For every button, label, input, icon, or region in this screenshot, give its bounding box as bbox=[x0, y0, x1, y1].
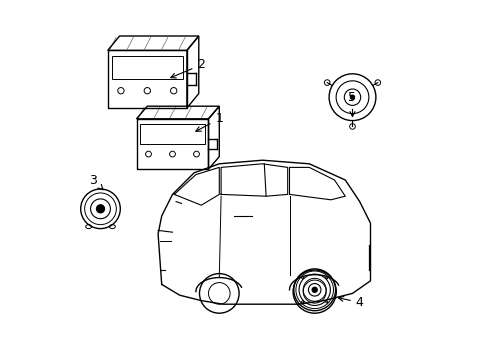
Text: 3: 3 bbox=[89, 174, 103, 190]
Circle shape bbox=[349, 95, 354, 100]
Text: 4: 4 bbox=[338, 296, 363, 309]
Text: 5: 5 bbox=[348, 91, 356, 117]
Circle shape bbox=[96, 205, 104, 213]
Text: 1: 1 bbox=[196, 112, 223, 131]
Circle shape bbox=[311, 287, 317, 292]
Text: 2: 2 bbox=[170, 58, 205, 78]
